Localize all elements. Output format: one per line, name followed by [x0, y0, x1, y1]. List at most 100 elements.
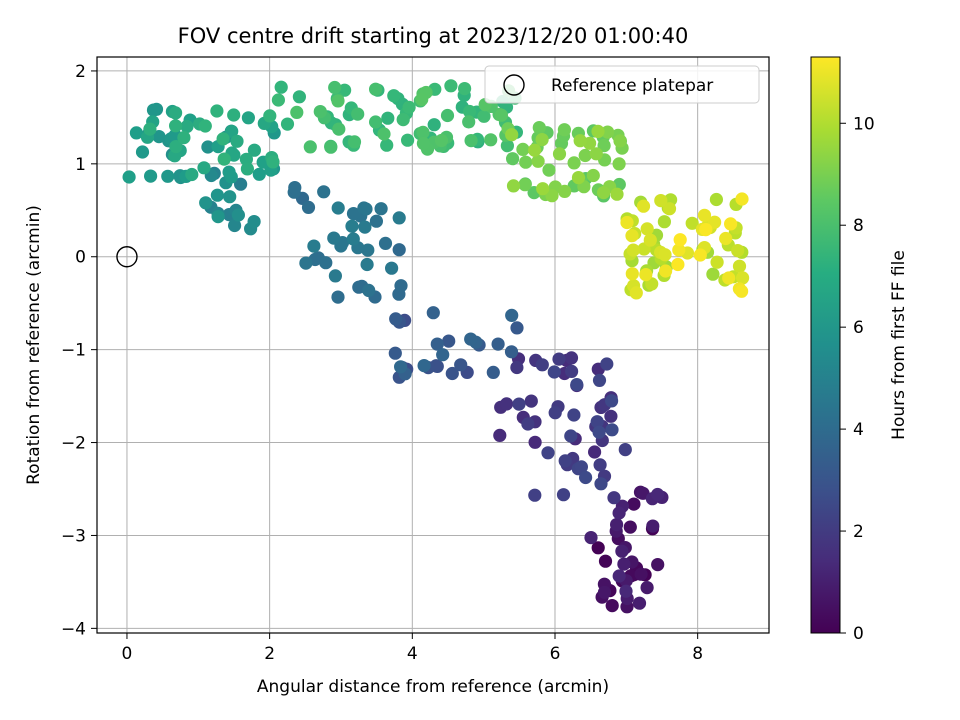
- data-point: [346, 232, 360, 246]
- data-point: [605, 394, 619, 408]
- data-point: [292, 90, 306, 104]
- data-point: [484, 133, 498, 147]
- data-point: [169, 140, 183, 154]
- data-point: [654, 194, 668, 208]
- data-point: [620, 215, 634, 230]
- data-point: [578, 148, 592, 163]
- data-point: [369, 214, 383, 228]
- data-point: [389, 312, 403, 326]
- data-point: [626, 243, 640, 257]
- y-tick-label: −1: [61, 341, 86, 361]
- data-point: [288, 181, 302, 195]
- data-point: [505, 128, 519, 142]
- legend-entry-label: Reference platepar: [551, 76, 713, 96]
- data-point: [659, 264, 673, 278]
- data-point: [625, 229, 639, 243]
- data-point: [247, 215, 261, 229]
- data-point: [731, 244, 745, 258]
- data-point: [646, 519, 660, 533]
- data-point: [548, 406, 562, 420]
- data-point: [736, 271, 750, 285]
- data-point: [369, 82, 383, 96]
- data-point: [636, 199, 651, 213]
- data-point: [516, 142, 530, 156]
- data-point: [454, 358, 468, 372]
- data-point: [230, 134, 244, 148]
- data-point: [617, 557, 631, 571]
- data-point: [579, 470, 593, 485]
- data-point: [518, 178, 532, 192]
- data-point: [500, 139, 514, 153]
- data-point: [612, 569, 626, 583]
- data-point: [217, 152, 231, 166]
- data-point: [401, 133, 415, 147]
- data-point: [693, 248, 707, 262]
- data-point: [486, 365, 500, 379]
- data-point: [241, 111, 255, 125]
- data-point: [541, 446, 555, 460]
- data-point: [331, 201, 345, 215]
- data-point: [651, 487, 665, 502]
- data-point: [597, 186, 611, 200]
- data-point: [402, 100, 416, 114]
- colorbar: 0 2 4 6 8 10 Hours from first FF file: [810, 56, 909, 644]
- data-point: [463, 104, 477, 119]
- data-point: [252, 167, 266, 181]
- data-point: [231, 208, 245, 222]
- data-point: [505, 152, 520, 166]
- data-point: [536, 182, 550, 196]
- data-point: [673, 233, 687, 247]
- data-point: [271, 93, 285, 107]
- data-point: [594, 477, 608, 491]
- data-point: [567, 156, 581, 170]
- data-point: [640, 581, 654, 595]
- data-point: [210, 188, 224, 202]
- data-point: [161, 169, 175, 183]
- data-point: [528, 488, 542, 502]
- data-point: [227, 108, 241, 122]
- data-point: [735, 192, 749, 206]
- data-point: [222, 165, 236, 179]
- data-point: [632, 596, 647, 610]
- data-point: [199, 196, 213, 210]
- colorbar-tick-label: 2: [853, 522, 864, 542]
- data-point: [535, 133, 549, 147]
- data-point: [558, 454, 572, 468]
- data-point: [500, 397, 514, 411]
- data-point: [331, 94, 345, 108]
- data-point: [303, 140, 317, 154]
- data-point: [347, 135, 362, 149]
- data-point: [640, 222, 654, 236]
- data-point: [458, 82, 472, 96]
- x-tick-label: 6: [550, 644, 561, 664]
- data-point: [610, 187, 624, 201]
- data-point: [671, 257, 685, 272]
- data-point: [708, 215, 722, 229]
- data-point: [464, 134, 478, 148]
- colorbar-gradient: [810, 56, 841, 634]
- colorbar-label: Hours from first FF file: [889, 250, 909, 440]
- data-point: [198, 119, 212, 133]
- data-point: [240, 162, 254, 176]
- data-point: [299, 256, 313, 270]
- data-point: [210, 104, 224, 118]
- data-point: [290, 105, 304, 119]
- colorbar-ticks: 0 2 4 6 8 10: [840, 114, 875, 644]
- data-point: [505, 308, 519, 322]
- data-point: [266, 155, 280, 169]
- data-point: [565, 364, 579, 378]
- data-point: [378, 236, 393, 250]
- data-point: [610, 518, 624, 532]
- data-point: [345, 219, 359, 233]
- data-point: [493, 428, 507, 442]
- data-point: [722, 271, 736, 285]
- data-point: [434, 133, 449, 148]
- data-point: [613, 134, 627, 148]
- data-points: [122, 79, 750, 614]
- data-point: [732, 259, 747, 273]
- data-point: [542, 163, 556, 177]
- data-point: [519, 155, 533, 169]
- data-point: [629, 286, 643, 300]
- y-tick-label: −2: [61, 434, 86, 454]
